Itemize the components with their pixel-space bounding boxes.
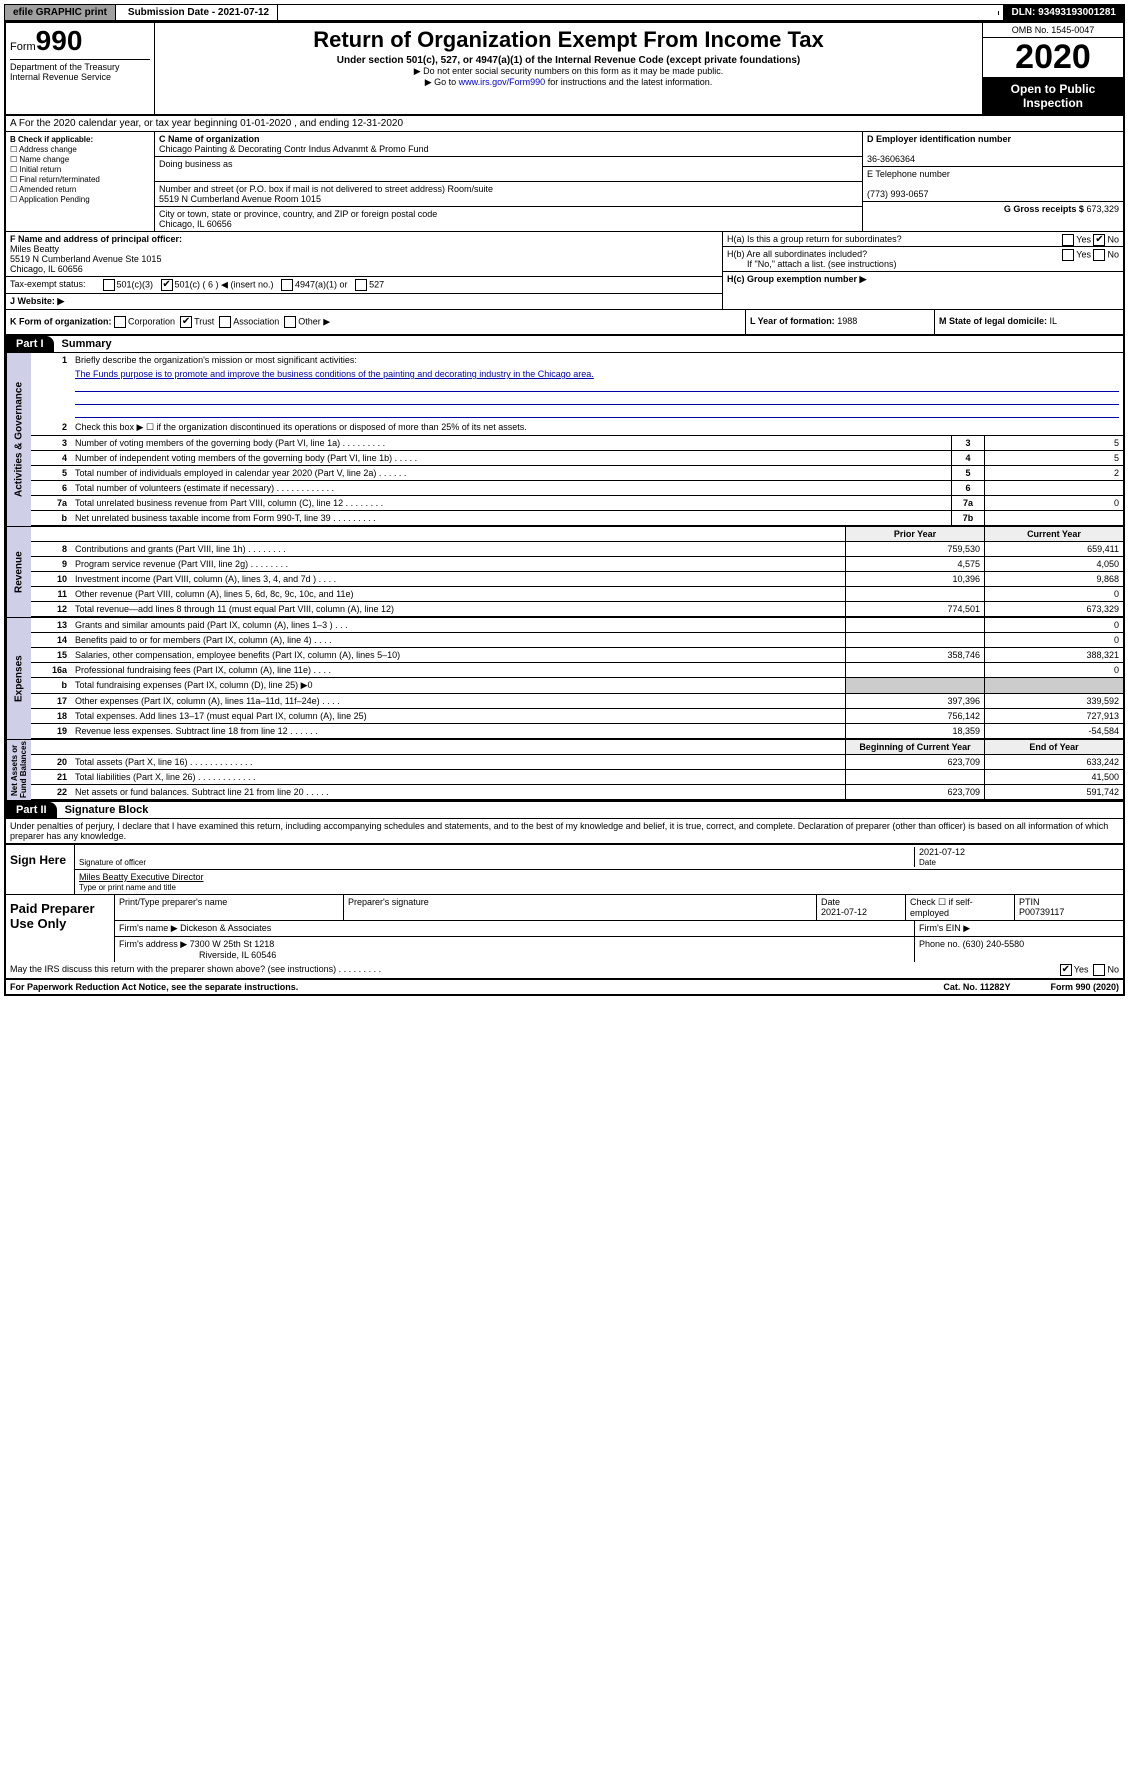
form-number: Form990: [10, 25, 150, 57]
submission-date-button[interactable]: Submission Date - 2021-07-12: [120, 5, 278, 20]
form-subtitle: Under section 501(c), 527, or 4947(a)(1)…: [161, 55, 976, 66]
note-ssn: ▶ Do not enter social security numbers o…: [161, 66, 976, 77]
irs-link[interactable]: www.irs.gov/Form990: [459, 77, 546, 87]
top-toolbar: efile GRAPHIC print Submission Date - 20…: [4, 4, 1125, 21]
note-link: ▶ Go to www.irs.gov/Form990 for instruct…: [161, 77, 976, 88]
form-990: Form990 Department of the Treasury Inter…: [4, 21, 1125, 996]
omb-number: OMB No. 1545-0047: [983, 23, 1123, 38]
part-i-header: Part ISummary: [6, 336, 1123, 353]
section-k: K Form of organization: Corporation Trus…: [6, 310, 745, 334]
form-title: Return of Organization Exempt From Incom…: [161, 27, 976, 53]
section-b: B Check if applicable: ☐ Address change☐…: [6, 132, 155, 231]
vtab-netassets: Net Assets or Fund Balances: [6, 740, 31, 800]
footer: For Paperwork Reduction Act Notice, see …: [6, 980, 1123, 994]
line-a: A For the 2020 calendar year, or tax yea…: [6, 116, 1123, 132]
vtab-revenue: Revenue: [6, 527, 31, 617]
section-l: L Year of formation: 1988: [745, 310, 934, 334]
part-ii-header: Part IISignature Block: [6, 800, 1123, 819]
section-deg: D Employer identification number36-36063…: [862, 132, 1123, 231]
spacer: [282, 11, 999, 15]
section-ha: H(a) Is this a group return for subordin…: [723, 232, 1123, 247]
dept-label: Department of the Treasury Internal Reve…: [10, 59, 150, 82]
perjury-statement: Under penalties of perjury, I declare th…: [6, 819, 1123, 843]
open-to-public: Open to Public Inspection: [983, 78, 1123, 114]
dln-label: DLN: 93493193001281: [1003, 5, 1124, 20]
efile-print-button[interactable]: efile GRAPHIC print: [5, 5, 116, 20]
section-c: C Name of organizationChicago Painting &…: [155, 132, 862, 231]
section-hc: H(c) Group exemption number ▶: [723, 272, 1123, 287]
paid-preparer-label: Paid Preparer Use Only: [6, 895, 115, 962]
section-hb: H(b) Are all subordinates included? Yes …: [723, 247, 1123, 272]
vtab-governance: Activities & Governance: [6, 353, 31, 526]
discuss-with-preparer: May the IRS discuss this return with the…: [6, 962, 1123, 980]
sign-here-label: Sign Here: [6, 845, 75, 894]
vtab-expenses: Expenses: [6, 618, 31, 739]
section-i: Tax-exempt status: 501(c)(3) 501(c) ( 6 …: [6, 277, 722, 294]
section-f: F Name and address of principal officer:…: [6, 232, 722, 277]
section-j: J Website: ▶: [6, 294, 722, 309]
section-m: M State of legal domicile: IL: [934, 310, 1123, 334]
tax-year: 2020: [983, 38, 1123, 78]
